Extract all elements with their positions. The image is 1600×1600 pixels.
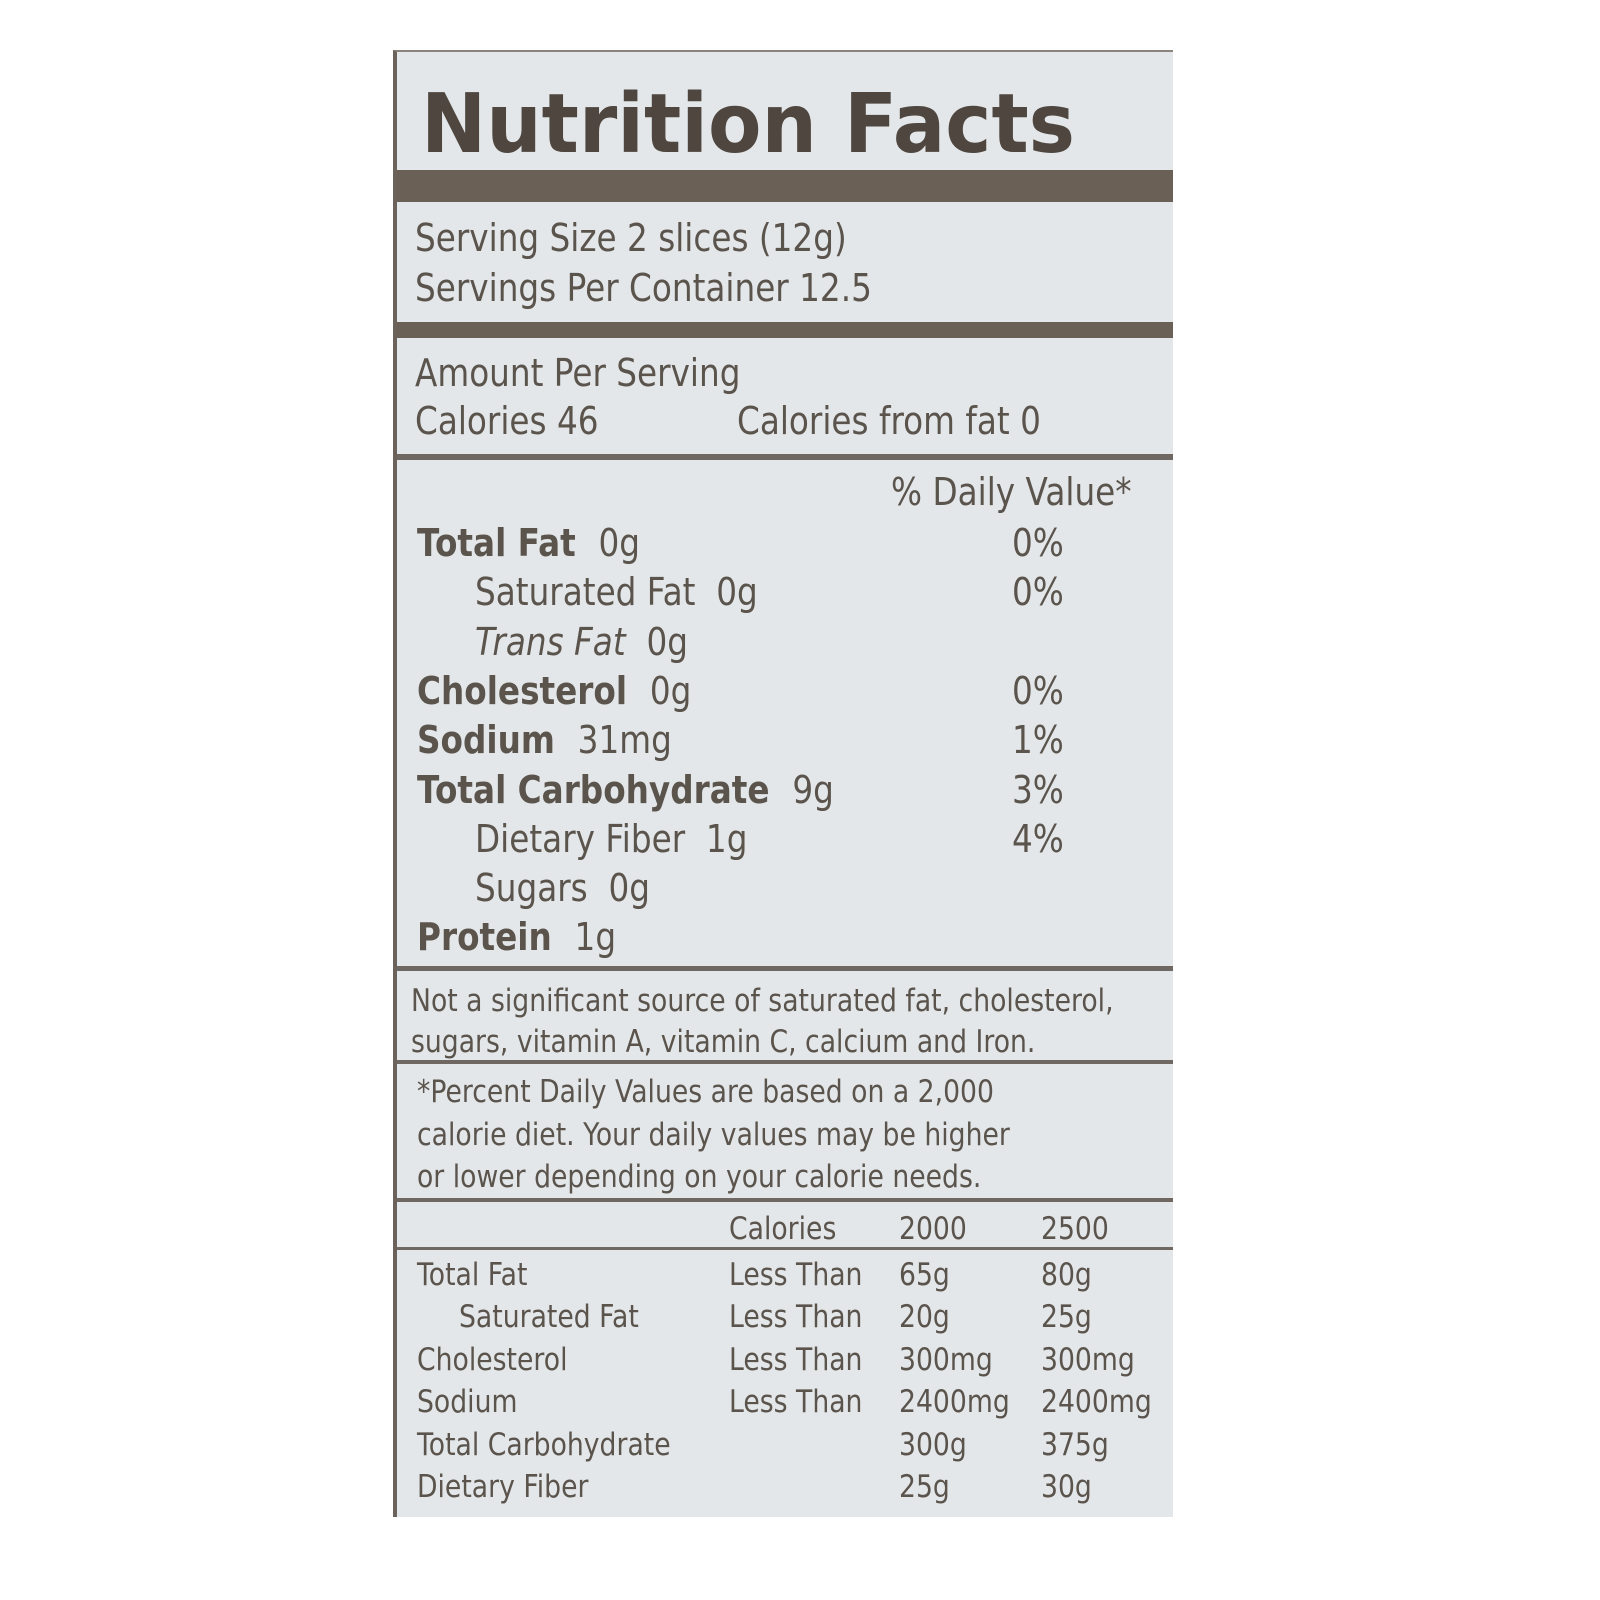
nutrient-daily-value: 0% xyxy=(1012,668,1064,713)
nutrient-name: Sugars 0g xyxy=(475,869,650,907)
nutrient-name: Total Carbohydrate 9g xyxy=(417,771,834,809)
reference-v2500: 375g xyxy=(1041,1426,1109,1463)
nutrient-name: Trans Fat 0g xyxy=(475,623,688,661)
nutrition-facts-label: Nutrition Facts Serving Size 2 slices (1… xyxy=(393,50,1173,1517)
reference-qualifier: Less Than xyxy=(729,1341,863,1378)
serving-size: Serving Size 2 slices (12g) xyxy=(415,216,847,260)
nutrient-label: Cholesterol xyxy=(417,668,628,713)
reference-qualifier: Less Than xyxy=(729,1384,863,1421)
reference-v2500: 2400mg xyxy=(1041,1384,1152,1421)
reference-name: Total Fat xyxy=(417,1257,528,1293)
nutrient-amount: 0g xyxy=(646,619,688,664)
ref-header-calories: Calories xyxy=(729,1211,837,1247)
reference-v2500: 300mg xyxy=(1041,1341,1135,1378)
nutrient-amount: 1g xyxy=(705,816,748,861)
nutrient-label: Sodium xyxy=(417,718,555,763)
nutrient-label: Total Fat xyxy=(417,521,576,565)
servings-per-container: Servings Per Container 12.5 xyxy=(415,266,872,310)
nutrient-daily-value: 0% xyxy=(1012,570,1064,615)
reference-v2000: 25g xyxy=(899,1469,950,1505)
reference-name: Total Carbohydrate xyxy=(417,1426,671,1463)
nutrient-daily-value: 4% xyxy=(1012,816,1064,861)
ref-header-2500: 2500 xyxy=(1041,1211,1109,1247)
nutrient-label: Total Carbohydrate xyxy=(417,767,770,812)
divider xyxy=(397,966,1173,971)
nutrient-amount: 0g xyxy=(598,521,641,565)
reference-name: Dietary Fiber xyxy=(417,1469,589,1505)
thick-divider xyxy=(397,170,1173,202)
nutrient-name: Sodium 31mg xyxy=(417,721,672,759)
nutrient-label: Sugars xyxy=(475,866,588,911)
nutrient-label: Trans Fat xyxy=(475,619,626,664)
nutrient-amount: 9g xyxy=(792,767,834,812)
reference-name: Saturated Fat xyxy=(459,1299,639,1336)
daily-value-header: % Daily Value* xyxy=(891,470,1132,514)
divider xyxy=(397,1198,1173,1202)
footnote-line: *Percent Daily Values are based on a 2,0… xyxy=(417,1074,994,1110)
reference-v2000: 20g xyxy=(899,1299,950,1336)
reference-name: Sodium xyxy=(417,1384,518,1421)
medium-divider xyxy=(397,322,1173,338)
nutrient-amount: 0g xyxy=(608,866,651,911)
amount-per-serving: Amount Per Serving xyxy=(415,351,741,395)
nutrient-name: Saturated Fat 0g xyxy=(475,573,758,611)
nutrient-name: Cholesterol 0g xyxy=(417,672,691,710)
calories-from-fat: Calories from fat 0 xyxy=(737,399,1041,443)
reference-name: Cholesterol xyxy=(417,1341,568,1378)
nutrient-daily-value: 1% xyxy=(1012,718,1064,763)
nutrient-label: Saturated Fat xyxy=(475,570,696,615)
footnote-line: calorie diet. Your daily values may be h… xyxy=(417,1117,1010,1153)
divider xyxy=(397,454,1173,460)
reference-v2000: 2400mg xyxy=(899,1384,1010,1421)
nutrient-name: Protein 1g xyxy=(417,918,616,956)
reference-v2000: 65g xyxy=(899,1257,950,1293)
nutrient-label: Dietary Fiber xyxy=(475,816,686,861)
footnote-line: or lower depending on your calorie needs… xyxy=(417,1159,982,1195)
reference-v2500: 80g xyxy=(1041,1257,1092,1293)
reference-qualifier: Less Than xyxy=(729,1299,863,1336)
calories: Calories 46 xyxy=(415,399,599,443)
nutrient-daily-value: 0% xyxy=(1012,521,1064,565)
note-line: sugars, vitamin A, vitamin C, calcium an… xyxy=(411,1024,1036,1060)
nutrient-label: Protein xyxy=(417,915,552,960)
nutrient-amount: 31mg xyxy=(577,718,672,763)
nutrient-daily-value: 3% xyxy=(1012,767,1064,812)
nutrient-amount: 1g xyxy=(574,915,617,960)
reference-v2500: 25g xyxy=(1041,1299,1092,1336)
reference-v2000: 300mg xyxy=(899,1341,993,1378)
reference-v2500: 30g xyxy=(1041,1469,1092,1505)
reference-v2000: 300g xyxy=(899,1426,967,1463)
nutrient-amount: 0g xyxy=(716,570,758,615)
divider xyxy=(397,1060,1173,1064)
nutrient-amount: 0g xyxy=(649,668,692,713)
note-line: Not a significant source of saturated fa… xyxy=(411,983,1114,1019)
label-title: Nutrition Facts xyxy=(421,77,1076,172)
nutrient-name: Dietary Fiber 1g xyxy=(475,820,747,858)
divider xyxy=(397,1247,1173,1250)
nutrient-name: Total Fat 0g xyxy=(417,524,640,562)
reference-qualifier: Less Than xyxy=(729,1257,863,1293)
ref-header-2000: 2000 xyxy=(899,1211,967,1247)
